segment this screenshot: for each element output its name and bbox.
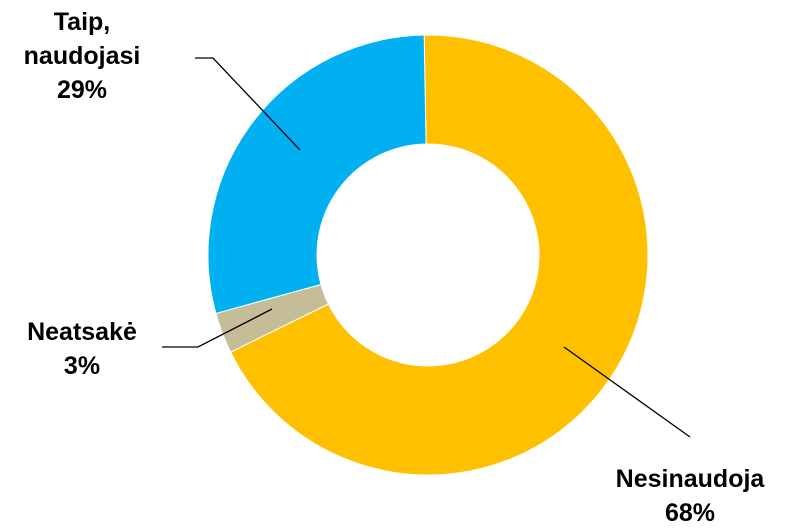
leader-line-taip-naudojasi <box>195 57 301 151</box>
leader-line-neatsake <box>162 308 273 348</box>
label-taip-naudojasi: Taip, naudojasi 29% <box>24 8 141 104</box>
category-label: Taip, <box>54 8 110 36</box>
value-label: 29% <box>57 76 107 104</box>
slice-nesinaudoja <box>229 34 649 476</box>
label-neatsake: Neatsakė 3% <box>27 318 137 380</box>
label-nesinaudoja: Nesinaudoja 68% <box>616 465 766 527</box>
leader-line-nesinaudoja <box>563 346 691 438</box>
slice-labels: Nesinaudoja 68% Neatsakė 3% Taip, naudojasi 29… <box>24 8 766 527</box>
category-label: Nesinaudoja <box>616 465 766 493</box>
leader-lines <box>162 57 691 438</box>
value-label: 68% <box>665 499 715 527</box>
donut-slices <box>207 34 649 476</box>
category-label: Neatsakė <box>27 318 137 346</box>
slice-taip-naudojasi <box>207 34 427 315</box>
category-label: naudojasi <box>24 42 141 70</box>
value-label: 3% <box>64 352 100 380</box>
